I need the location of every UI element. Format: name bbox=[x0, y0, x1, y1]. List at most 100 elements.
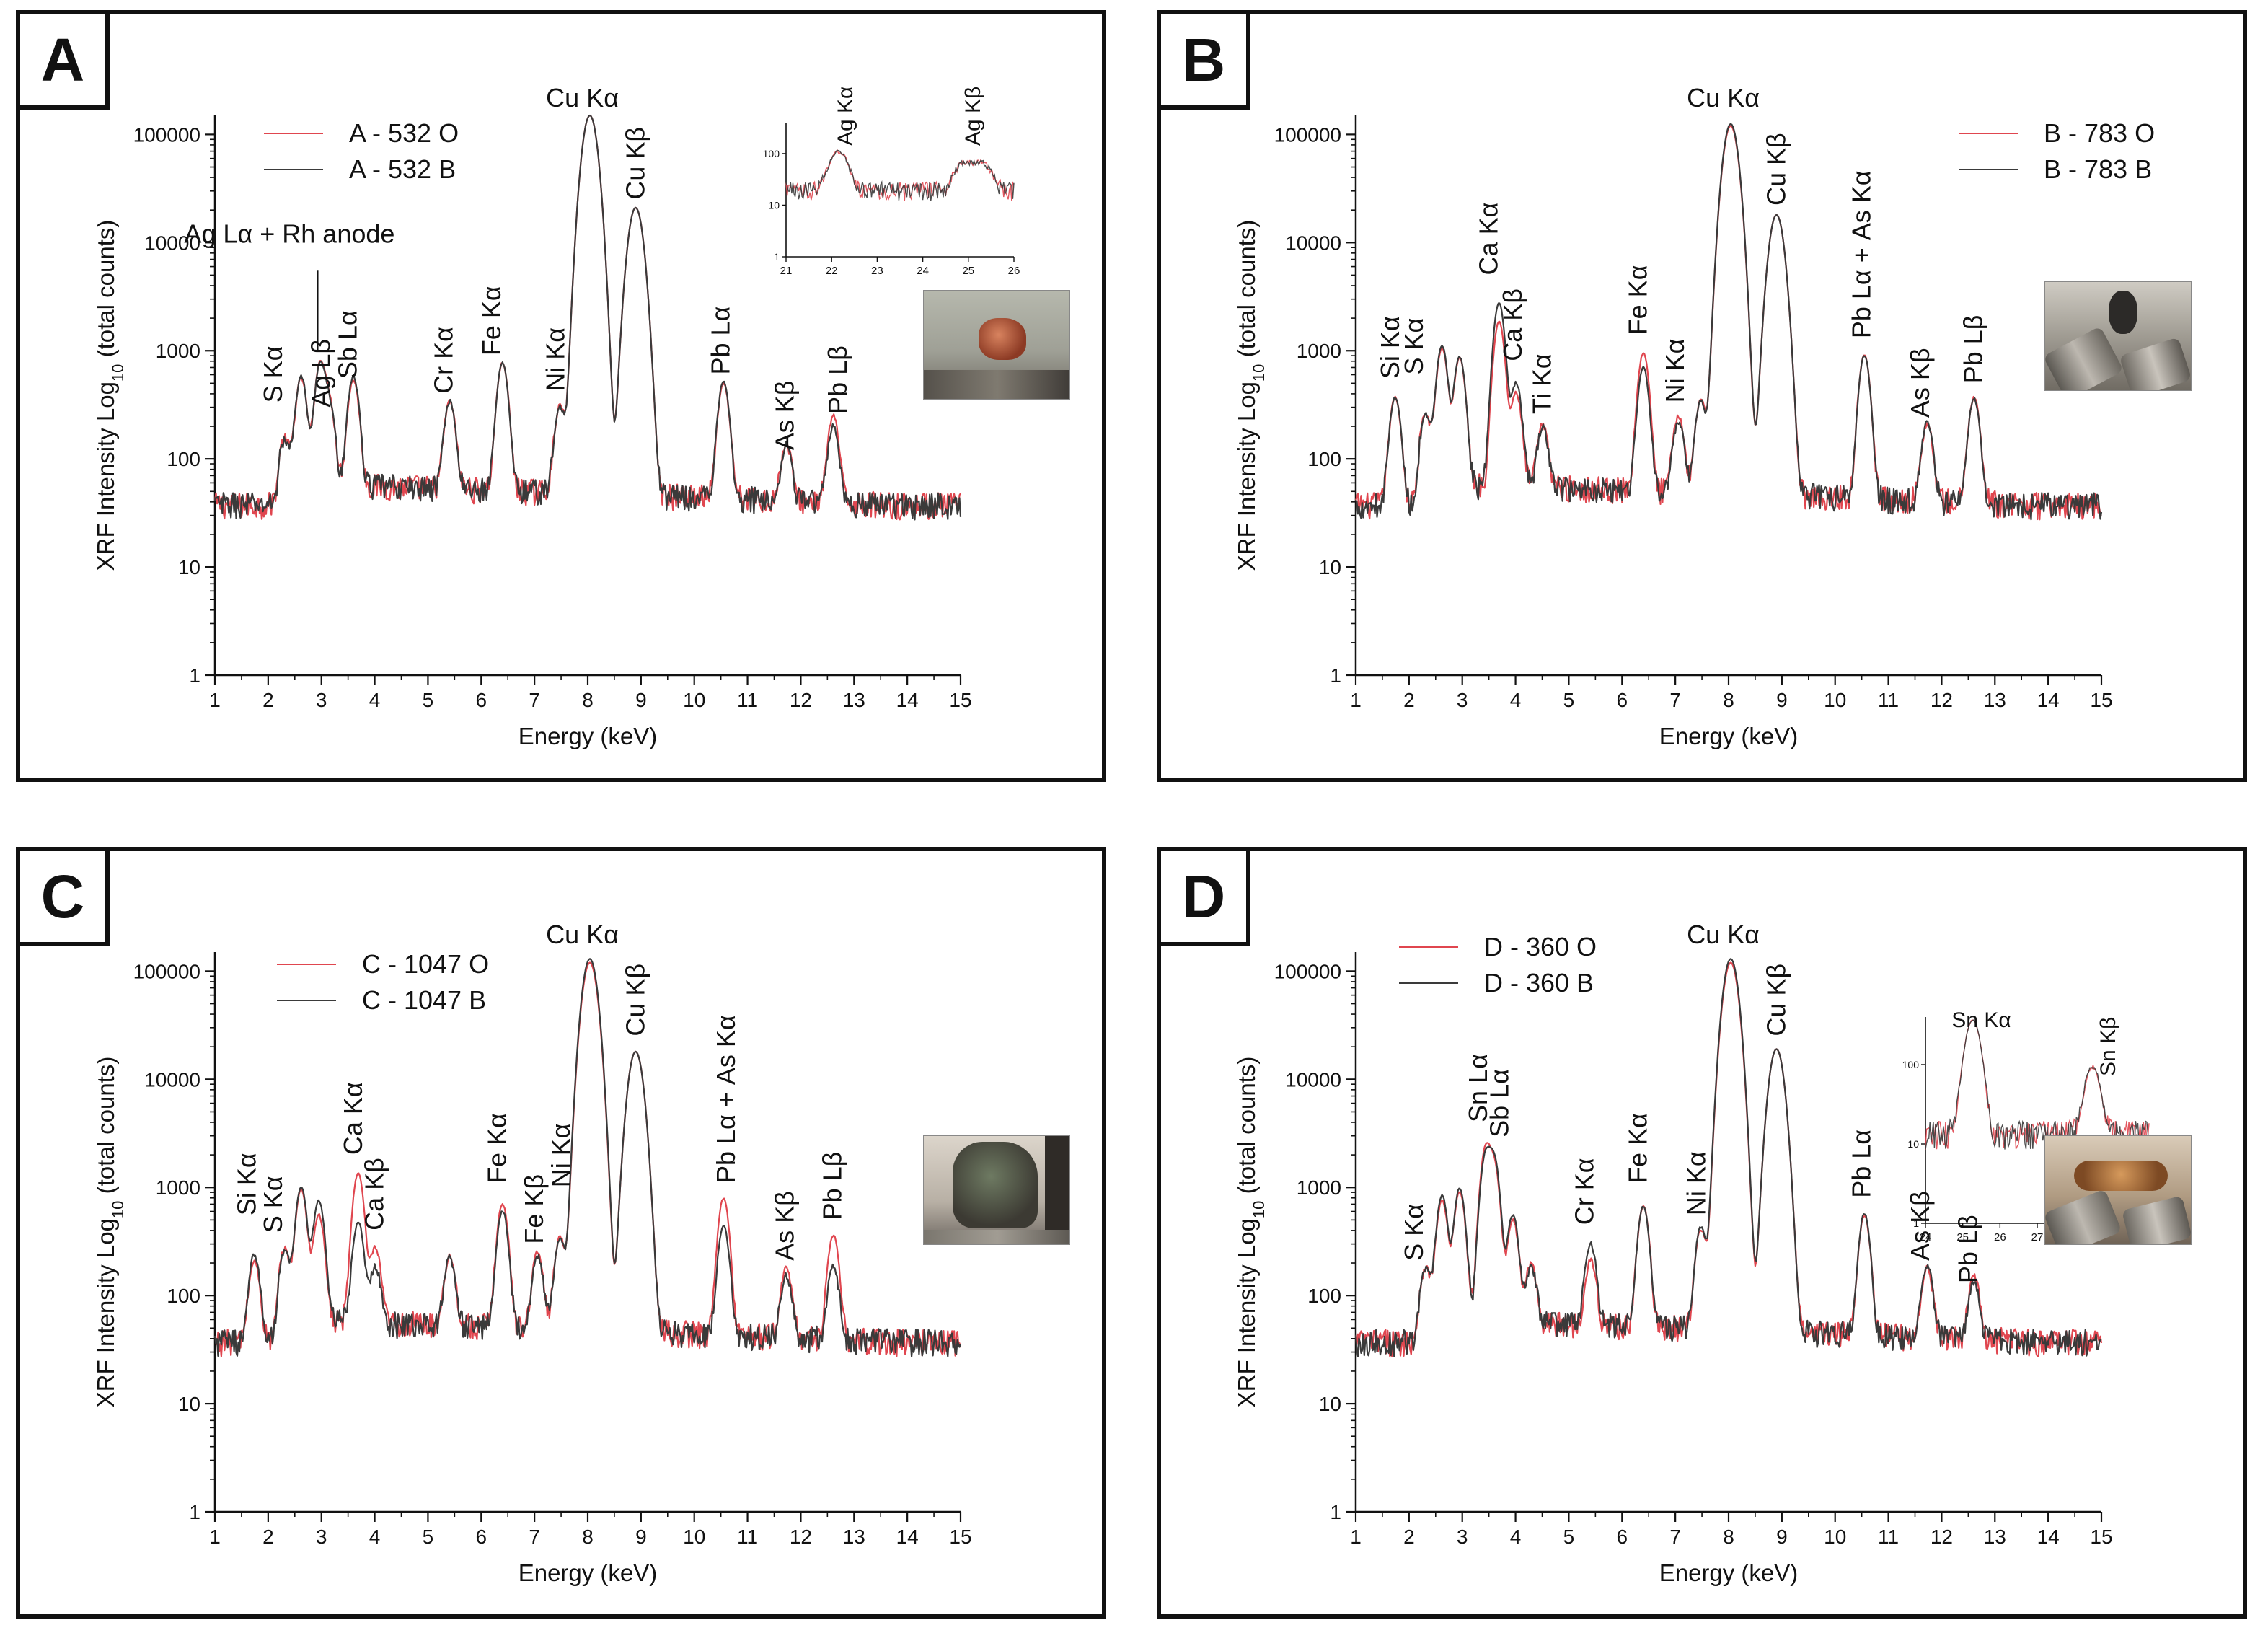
panel-a: 1 10 100 1000 10000 100000 1 2 3 4 5 6 7 8 9 10 11 12 13 14… bbox=[16, 10, 1106, 782]
legend-label: D - 360 O bbox=[1484, 932, 1597, 961]
peak-label: Sn Lα bbox=[1463, 1054, 1493, 1122]
y-tick-label: 1000 bbox=[1297, 340, 1341, 362]
peak-label: S Kα bbox=[258, 1176, 288, 1233]
x-tick-label: 8 bbox=[1723, 1526, 1734, 1548]
x-tick-label: 14 bbox=[2037, 1526, 2060, 1548]
x-tick-label: 7 bbox=[529, 1526, 540, 1548]
x-tick-label: 8 bbox=[1723, 689, 1734, 711]
peak-label: Pb Lα + As Kα bbox=[711, 1015, 741, 1183]
y-tick-label: 10 bbox=[1319, 556, 1341, 578]
y-tick-label: 1000 bbox=[156, 1176, 200, 1199]
x-tick-label: 12 bbox=[1931, 689, 1953, 711]
inset-x-tick-label: 22 bbox=[826, 265, 838, 277]
y-tick-label: 1000 bbox=[156, 340, 200, 362]
x-tick-label: 6 bbox=[1616, 1526, 1628, 1548]
legend-label: B - 783 B bbox=[2044, 154, 2153, 184]
peak-label: Ag Lβ bbox=[306, 339, 336, 408]
peak-label: As Kβ bbox=[769, 1191, 799, 1261]
x-tick-label: 5 bbox=[423, 1526, 434, 1548]
y-tick-label: 10000 bbox=[1285, 232, 1341, 254]
peak-label: Cu Kβ bbox=[1761, 133, 1791, 206]
peak-label: Ca Kα bbox=[1474, 203, 1504, 276]
y-tick-label: 1000 bbox=[1297, 1176, 1341, 1199]
x-tick-label: 9 bbox=[1776, 689, 1788, 711]
peak-label: Sb Lα bbox=[333, 310, 363, 379]
inset-x-tick-label: 23 bbox=[871, 265, 883, 277]
x-axis-label: Energy (keV) bbox=[1659, 723, 1799, 749]
panel-d: 1 10 100 1000 10000 100000 1 2 3 4 5 6 7 8 9 10 11 12 13 14… bbox=[1157, 847, 2247, 1619]
series-line-b bbox=[1355, 123, 2103, 521]
x-tick-label: 7 bbox=[529, 689, 540, 711]
x-tick-label: 6 bbox=[1616, 689, 1628, 711]
y-axis-label: XRF Intensity Log10 (total counts) bbox=[1233, 1057, 1268, 1408]
series-line-b bbox=[213, 114, 962, 521]
legend-label: B - 783 O bbox=[2044, 118, 2156, 148]
legend: A - 532 O A - 532 B bbox=[264, 115, 459, 188]
legend-label: A - 532 B bbox=[349, 154, 456, 184]
peak-label: Cr Kα bbox=[1570, 1158, 1599, 1225]
peak-label: Ni Kα bbox=[541, 327, 570, 392]
legend: C - 1047 O C - 1047 B bbox=[277, 946, 489, 1018]
x-tick-label: 2 bbox=[262, 1526, 274, 1548]
peak-label: As Kβ bbox=[1905, 1191, 1935, 1261]
x-tick-label: 5 bbox=[423, 689, 434, 711]
x-tick-label: 11 bbox=[1878, 689, 1899, 711]
y-tick-label: 10 bbox=[1319, 1393, 1341, 1415]
inset-x-tick-label: 24 bbox=[917, 265, 929, 277]
y-tick-label: 1 bbox=[1330, 664, 1341, 687]
y-axis-label: XRF Intensity Log10 (total counts) bbox=[1233, 220, 1268, 571]
x-tick-label: 1 bbox=[209, 689, 221, 711]
y-tick-label: 100000 bbox=[1274, 960, 1341, 982]
x-tick-label: 4 bbox=[1510, 689, 1522, 711]
peak-label: Si Kα bbox=[231, 1153, 261, 1215]
x-tick-label: 10 bbox=[683, 1526, 705, 1548]
sample-photo bbox=[2044, 1135, 2192, 1245]
peak-label: Pb Lβ bbox=[823, 345, 852, 414]
panel-letter: A bbox=[20, 14, 110, 110]
y-tick-label: 100 bbox=[167, 1285, 200, 1307]
x-tick-label: 12 bbox=[790, 1526, 812, 1548]
panel-b: 1 10 100 1000 10000 100000 1 2 3 4 5 6 7 8 9 10 11 12 13 14… bbox=[1157, 10, 2247, 782]
peak-label: Ca Kβ bbox=[360, 1158, 389, 1231]
x-tick-label: 2 bbox=[1403, 689, 1415, 711]
sample-photo bbox=[923, 290, 1070, 400]
y-axis-label: XRF Intensity Log10 (total counts) bbox=[92, 1057, 127, 1408]
peak-label: Si Kα bbox=[1375, 316, 1405, 379]
peak-label: Cu Kβ bbox=[620, 127, 650, 200]
x-tick-label: 7 bbox=[1669, 689, 1681, 711]
x-tick-label: 5 bbox=[1563, 1526, 1575, 1548]
inset-y-tick-label: 10 bbox=[1907, 1138, 1919, 1150]
x-tick-label: 10 bbox=[683, 689, 705, 711]
inset-peak-label: Ag Kα bbox=[834, 87, 857, 146]
y-tick-label: 10000 bbox=[1285, 1068, 1341, 1091]
peak-label: Cu Kα bbox=[546, 83, 619, 113]
y-axis-label: XRF Intensity Log10 (total counts) bbox=[92, 220, 127, 571]
y-tick-label: 100000 bbox=[1274, 123, 1341, 146]
panel-letter: C bbox=[20, 851, 110, 946]
x-tick-label: 6 bbox=[475, 689, 487, 711]
peak-label: Pb Lβ bbox=[818, 1152, 847, 1220]
y-tick-label: 1 bbox=[189, 664, 200, 687]
inset-series-line bbox=[785, 149, 1015, 201]
x-axis-label: Energy (keV) bbox=[1659, 1559, 1799, 1586]
peak-label: Cu Kα bbox=[1687, 83, 1760, 113]
peak-label: S Kα bbox=[1399, 1204, 1429, 1261]
x-tick-label: 13 bbox=[1984, 689, 2006, 711]
series-line-b bbox=[213, 958, 962, 1357]
peak-label: Ag Lα + Rh anode bbox=[184, 219, 394, 248]
y-tick-label: 100000 bbox=[133, 960, 200, 982]
x-tick-label: 14 bbox=[2037, 689, 2060, 711]
panel-letter: D bbox=[1161, 851, 1250, 946]
sample-photo bbox=[2044, 281, 2192, 391]
y-tick-label: 100 bbox=[167, 448, 200, 470]
peak-label: S Kα bbox=[258, 346, 288, 403]
peak-label: Fe Kα bbox=[1623, 1113, 1652, 1183]
x-tick-label: 1 bbox=[1350, 1526, 1362, 1548]
inset-x-tick-label: 21 bbox=[780, 265, 793, 277]
series-line-b bbox=[1354, 958, 2102, 1357]
x-tick-label: 4 bbox=[369, 689, 381, 711]
inset-y-tick-label: 10 bbox=[768, 199, 780, 211]
x-tick-label: 1 bbox=[209, 1526, 221, 1548]
